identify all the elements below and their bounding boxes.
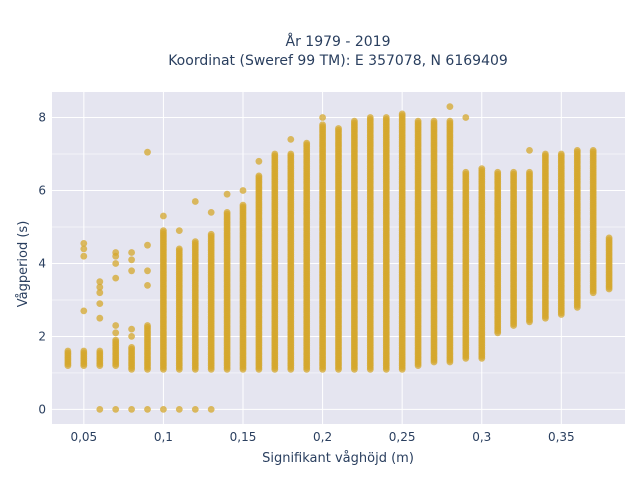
- data-point: [96, 314, 104, 322]
- data-point: [207, 406, 215, 413]
- data-point: [207, 209, 215, 216]
- data-point: [112, 322, 120, 329]
- data-point: [175, 227, 183, 235]
- data-point: [175, 406, 183, 413]
- x-tick-label: 0,25: [389, 430, 416, 444]
- data-point: [160, 227, 167, 235]
- data-point: [112, 406, 120, 413]
- data-point: [191, 406, 199, 413]
- y-tick-label: 4: [38, 256, 46, 270]
- data-point: [144, 267, 151, 275]
- y-tick-label: 2: [38, 329, 46, 343]
- data-point: [287, 136, 295, 143]
- data-point: [112, 249, 120, 256]
- data-point: [96, 283, 104, 291]
- data-point: [80, 240, 88, 247]
- y-axis-label: Vågperiod (s): [16, 221, 31, 308]
- x-axis-ticks: 0,05 0,1 0,15 0,2 0,25 0,3 0,35: [70, 430, 574, 444]
- data-point: [398, 110, 406, 118]
- x-tick-label: 0,15: [230, 430, 257, 444]
- data-point: [144, 322, 151, 329]
- data-point: [144, 282, 151, 289]
- data-point: [128, 333, 136, 340]
- data-point: [96, 300, 104, 307]
- data-point: [446, 103, 454, 110]
- data-point: [255, 172, 263, 180]
- data-point: [80, 252, 88, 260]
- data-point: [462, 114, 470, 121]
- data-point: [239, 187, 247, 194]
- data-point: [223, 190, 231, 198]
- data-point: [191, 238, 199, 246]
- data-point: [128, 256, 136, 264]
- data-point: [128, 267, 136, 275]
- data-point: [175, 245, 183, 253]
- x-tick-label: 0,35: [548, 430, 575, 444]
- data-point: [573, 147, 581, 154]
- data-point: [478, 165, 486, 173]
- data-point: [207, 230, 215, 238]
- y-tick-label: 6: [38, 184, 46, 198]
- y-axis-ticks: 0 2 4 6 8: [38, 111, 46, 417]
- data-point: [128, 249, 136, 256]
- data-point: [414, 117, 422, 125]
- data-point: [366, 114, 374, 121]
- data-point: [144, 241, 151, 249]
- y-tick-label: 0: [38, 402, 46, 416]
- data-point: [382, 114, 390, 121]
- data-point: [96, 406, 104, 413]
- x-axis-label: Signifikant våghöjd (m): [262, 451, 414, 466]
- x-tick-label: 0,2: [313, 430, 332, 444]
- data-point: [64, 347, 72, 355]
- x-tick-label: 0,1: [154, 430, 173, 444]
- x-tick-label: 0,05: [70, 430, 97, 444]
- data-points: [64, 103, 613, 413]
- data-point: [80, 245, 88, 253]
- data-point: [462, 168, 470, 176]
- data-point: [319, 121, 326, 129]
- data-point: [96, 278, 104, 286]
- data-point: [526, 147, 533, 154]
- data-point: [80, 347, 88, 355]
- data-point: [526, 168, 533, 176]
- data-point: [112, 274, 120, 282]
- data-point: [287, 150, 295, 158]
- data-point: [494, 168, 502, 176]
- data-point: [223, 209, 231, 216]
- x-tick-label: 0,3: [472, 430, 491, 444]
- data-point: [335, 125, 342, 132]
- data-point: [542, 150, 549, 158]
- data-point: [239, 201, 247, 209]
- data-point: [128, 406, 136, 413]
- data-point: [191, 198, 199, 205]
- data-point: [160, 406, 167, 413]
- data-point: [271, 150, 279, 158]
- data-point: [160, 212, 167, 220]
- data-point: [144, 148, 151, 156]
- data-point: [96, 347, 104, 355]
- data-point: [128, 325, 136, 333]
- data-point: [96, 289, 104, 297]
- data-point: [430, 117, 438, 125]
- chart-title-line2: Koordinat (Sweref 99 TM): E 357078, N 61…: [168, 53, 508, 69]
- data-point: [557, 150, 565, 158]
- data-point: [589, 147, 597, 154]
- data-point: [510, 168, 517, 176]
- data-point: [144, 406, 151, 413]
- data-point: [112, 329, 120, 337]
- data-point: [605, 234, 613, 242]
- data-point: [319, 114, 326, 121]
- data-point: [255, 157, 263, 165]
- data-point: [128, 344, 136, 351]
- data-point: [112, 336, 120, 344]
- data-point: [446, 117, 454, 125]
- data-point: [112, 260, 120, 267]
- data-point: [303, 139, 311, 147]
- y-tick-label: 8: [38, 111, 46, 125]
- data-point: [351, 117, 358, 125]
- data-point: [80, 307, 88, 315]
- chart-title-line1: År 1979 - 2019: [286, 33, 391, 50]
